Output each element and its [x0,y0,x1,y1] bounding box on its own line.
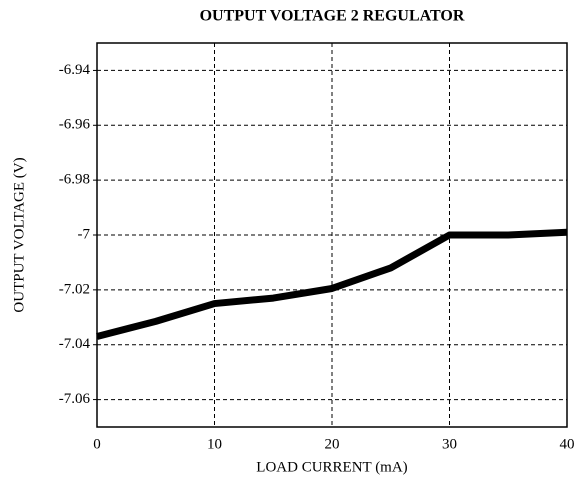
x-tick-label: 30 [442,436,457,452]
y-tick-label: -7.06 [59,391,91,407]
x-tick-label: 20 [325,436,340,452]
x-axis-label: LOAD CURRENT (mA) [256,459,407,475]
y-tick-label: -6.94 [59,62,91,78]
y-tick-label: -6.96 [59,117,91,133]
y-tick-label: -7.02 [59,281,90,297]
x-tick-label: 10 [207,436,222,452]
x-tick-label: 40 [560,436,575,452]
y-tick-label: -7.04 [59,336,91,352]
data-line [96,228,568,340]
x-tick-label: 0 [93,436,101,452]
y-tick-label: -6.98 [59,172,90,188]
chart-title: OUTPUT VOLTAGE 2 REGULATOR [200,8,465,25]
y-tick-label: -7 [78,226,91,242]
y-axis-label: OUTPUT VOLTAGE (V) [11,157,27,312]
